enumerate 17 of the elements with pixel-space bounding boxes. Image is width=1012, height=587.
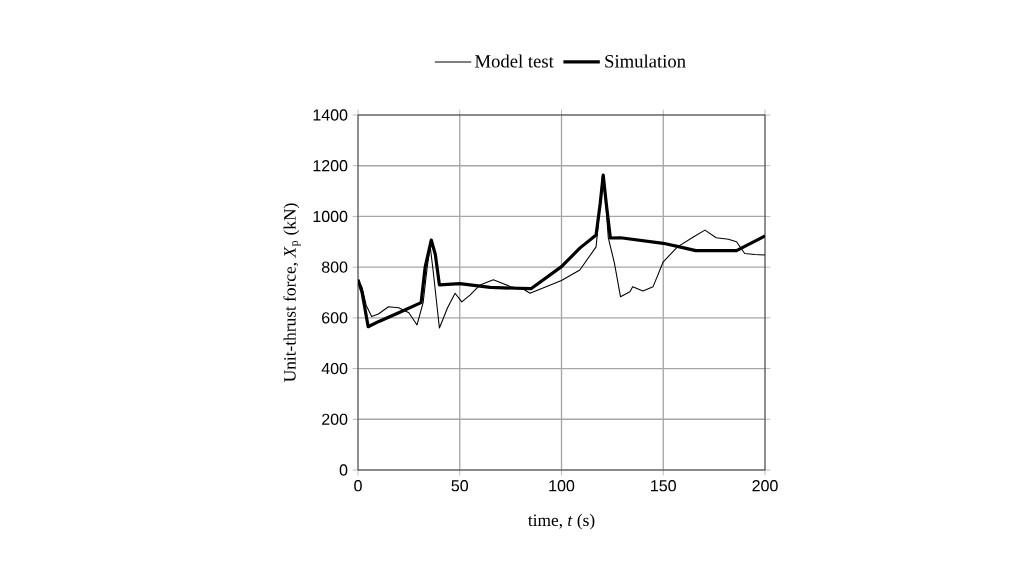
x-axis-title: time, t (s) [528,513,595,530]
y-tick-label: 1200 [313,160,348,172]
x-tick-label: 150 [651,480,676,492]
y-tick-label: 600 [322,312,348,324]
y-tick-label: 1000 [313,210,348,223]
x-tick-label: 200 [752,480,778,492]
y-tick-label: 1400 [313,109,348,121]
x-tick-label: 0 [354,480,362,492]
legend-label: Simulation [605,54,686,68]
y-tick-label: 800 [321,261,348,273]
y-tick-label: 0 [339,464,348,476]
y-tick-label: 200 [322,413,348,425]
legend-label: Model test [475,54,554,68]
x-tick-label: 50 [451,480,469,492]
y-axis-title: Unit-thrust force, X$_{p}$ (kN) [283,203,301,382]
x-tick-label: 100 [549,480,575,492]
y-tick-label: 400 [321,362,348,375]
